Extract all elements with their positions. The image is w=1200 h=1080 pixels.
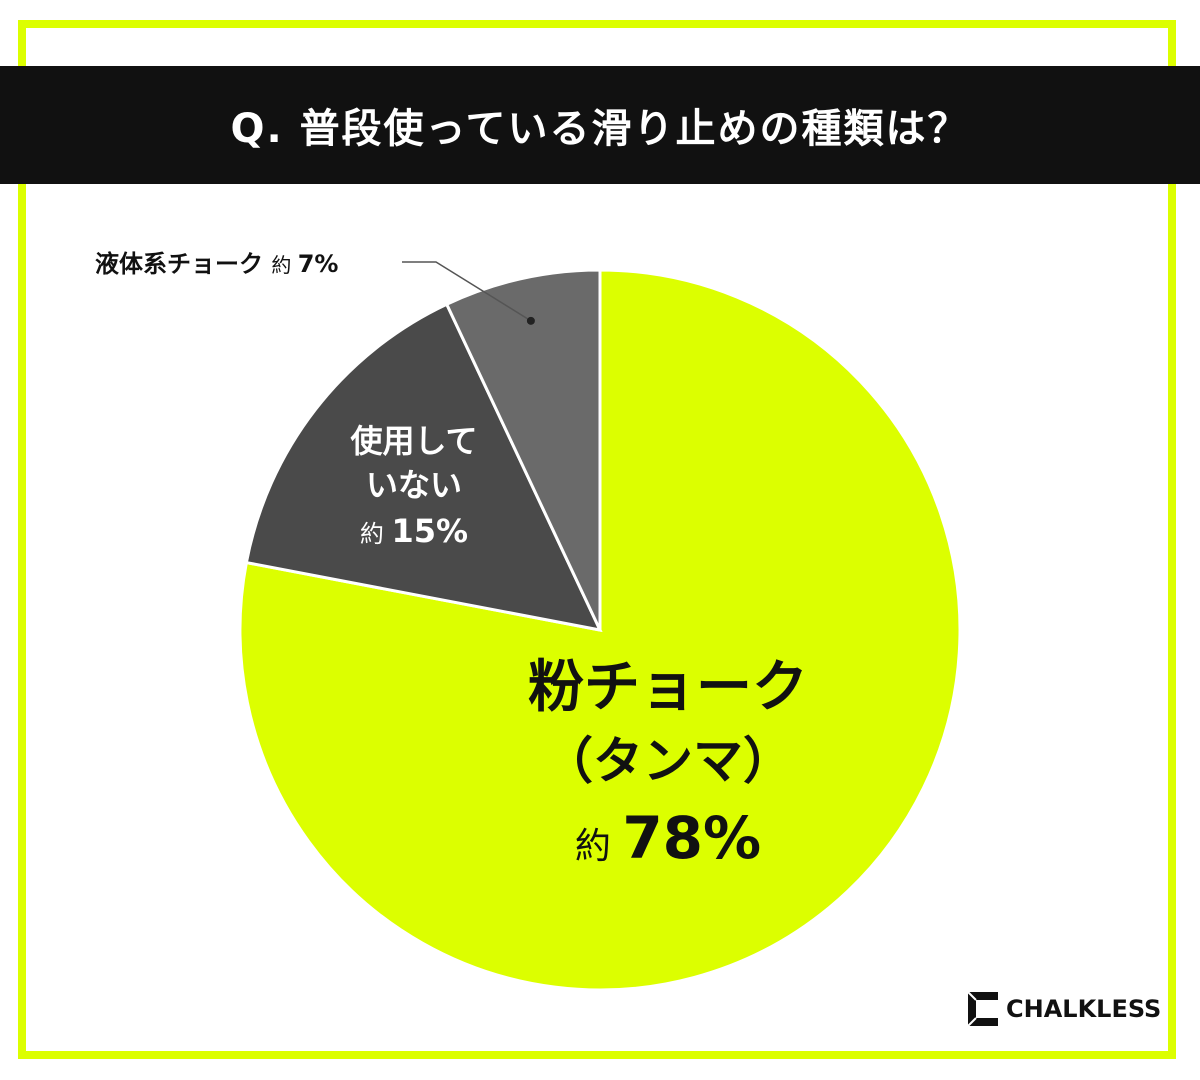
pie-slice-2: [444, 268, 602, 631]
brand-name: CHALKLESS: [1006, 995, 1162, 1023]
slice-2-leader-line: [402, 261, 532, 322]
slice-2-label: 液体系チョーク 約 7%: [95, 250, 338, 278]
chart-frame: [18, 20, 1176, 1059]
slice-0-value: 約 78%: [575, 804, 761, 872]
pie-slice-1: [244, 302, 603, 633]
chalkless-logo-icon: [967, 991, 998, 1027]
slice-2-leader-dot: [526, 316, 535, 325]
slice-1-label-line-1: いない: [366, 466, 462, 504]
brand-logo: CHALKLESS: [962, 988, 1161, 1030]
title-bar: Q. 普段使っている滑り止めの種類は？: [0, 66, 1200, 184]
slice-0-label-line-1: （タンマ）: [543, 732, 793, 790]
chart-title: Q. 普段使っている滑り止めの種類は？: [230, 106, 970, 152]
slice-1-value: 約 15%: [360, 512, 468, 550]
slice-1-label-line-0: 使用して: [349, 422, 477, 460]
slice-0-label-line-0: 粉チョーク: [528, 655, 808, 720]
